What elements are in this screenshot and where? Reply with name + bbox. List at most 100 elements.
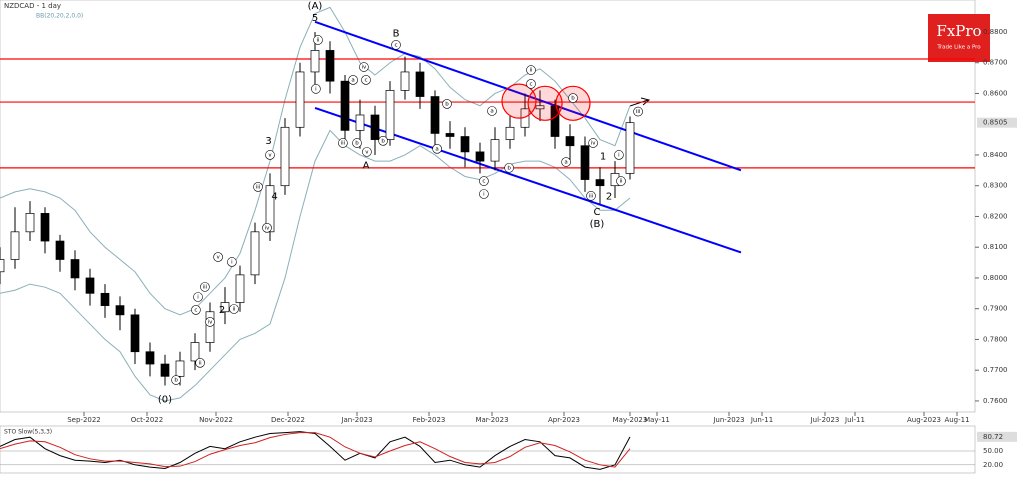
wave-circle [432,144,442,154]
candle-body [460,136,470,153]
wave-circle [526,79,536,89]
wave-circle [311,84,321,94]
wave-label: iv [362,65,368,71]
candle-body [55,240,65,260]
wave-label: B [393,29,400,40]
wave-label: iv [591,140,597,146]
x-tick-label: Jun-2023 [712,416,744,424]
y-tick-label: 0.8300 [983,182,1008,190]
candle-body [265,185,275,233]
wave-circle [614,150,624,160]
wave-circle [195,358,205,368]
wave-circle [504,163,514,173]
y-tick-label: 0.8600 [983,89,1008,97]
wave-label: A [363,161,370,172]
candle-body [280,126,290,187]
candle-body [310,50,320,73]
wave-circle [633,106,643,117]
x-tick-label: Aug-2023 [907,416,941,424]
oscillator-last-tag [977,431,1017,442]
wave-circle [265,150,275,160]
candle-body [40,213,50,242]
y-tick-label: 0.8000 [983,274,1008,282]
candle-body [0,259,5,273]
wave-circle [526,65,536,75]
highlight-circle [501,83,537,119]
candle-body [70,259,80,279]
last-price-tag [977,117,1017,128]
wave-circle [561,157,571,167]
candle-body [355,114,365,131]
wave-label: c [394,42,397,48]
wave-circle [213,252,223,262]
wave-circle [378,136,388,146]
wave-label: c [194,307,197,313]
wave-label: 4 [271,191,277,202]
y-tick-label: 0.8800 [983,28,1008,36]
candle-body [220,302,230,313]
wave-label: c [482,179,485,185]
wave-label: v [268,152,272,158]
wave-label: i [315,86,317,92]
last-price-label: 0.8505 [983,119,1008,127]
wave-circle [568,93,578,103]
candle-body [190,342,200,362]
wave-label: a [435,146,438,152]
wave-label: i [483,192,485,198]
oscillator-last-label: 80.72 [983,433,1003,441]
candle-body [475,151,485,162]
wave-label: (B) [590,219,605,230]
y-tick-label: 0.8100 [983,243,1008,251]
x-tick-label: May-11 [644,416,670,424]
oscillator-tick-label: 50.00 [983,447,1003,455]
wave-circle [229,304,239,314]
main-panel [0,0,976,413]
wave-label: ii [232,307,236,313]
x-tick-label: Jul-11 [844,416,865,424]
wave-label: b [445,101,449,107]
wave-circle [253,182,263,192]
candle-body [10,231,20,260]
wave-circle [352,138,362,148]
x-tick-label: Jul-2023 [810,416,840,424]
y-tick-label: 0.7800 [983,335,1008,343]
logo-tagline: Trade Like a Pro [936,45,981,51]
wave-label: iii [636,109,641,115]
x-tick-label: Sep-2022 [67,416,101,424]
wave-label: iii [341,140,346,146]
candle-body [490,139,500,162]
wave-circle [487,106,497,116]
wave-label: iii [589,193,594,199]
wave-label: c [364,77,367,83]
wave-circle [227,257,237,267]
y-tick-label: 0.7900 [983,305,1008,313]
wave-circle [338,138,348,148]
oscillator-panel [0,425,976,474]
wave-label: 2 [219,305,225,316]
wave-label: b [355,140,359,146]
wave-circle [171,375,181,385]
chart-title: NZDCAD - 1 day [4,2,61,10]
candle-body [85,277,95,294]
wave-circle [479,176,489,186]
candle-body [595,179,605,187]
candle-body [445,133,455,137]
arrow [629,97,651,107]
wave-label: iii [203,284,208,290]
indicator-label: BB(20,20,2,0,0) [36,13,83,20]
oscillator-title: STO Slow(5,3,3) [4,429,52,436]
candle-body [175,360,185,377]
wave-label: b [174,378,178,384]
wave-circle [588,138,598,148]
wave-label: (0) [158,394,172,405]
wave-circle [205,317,215,327]
x-tick-label: Jan-2023 [340,416,372,424]
wave-label: b [381,138,385,144]
wave-label: 5 [312,13,318,24]
oscillator-tick-label: 20.00 [983,461,1003,469]
candle-body [25,213,35,233]
y-tick-label: 0.8400 [983,151,1008,159]
wave-label: i [231,259,233,265]
x-tick-label: Mar-2023 [475,416,508,424]
